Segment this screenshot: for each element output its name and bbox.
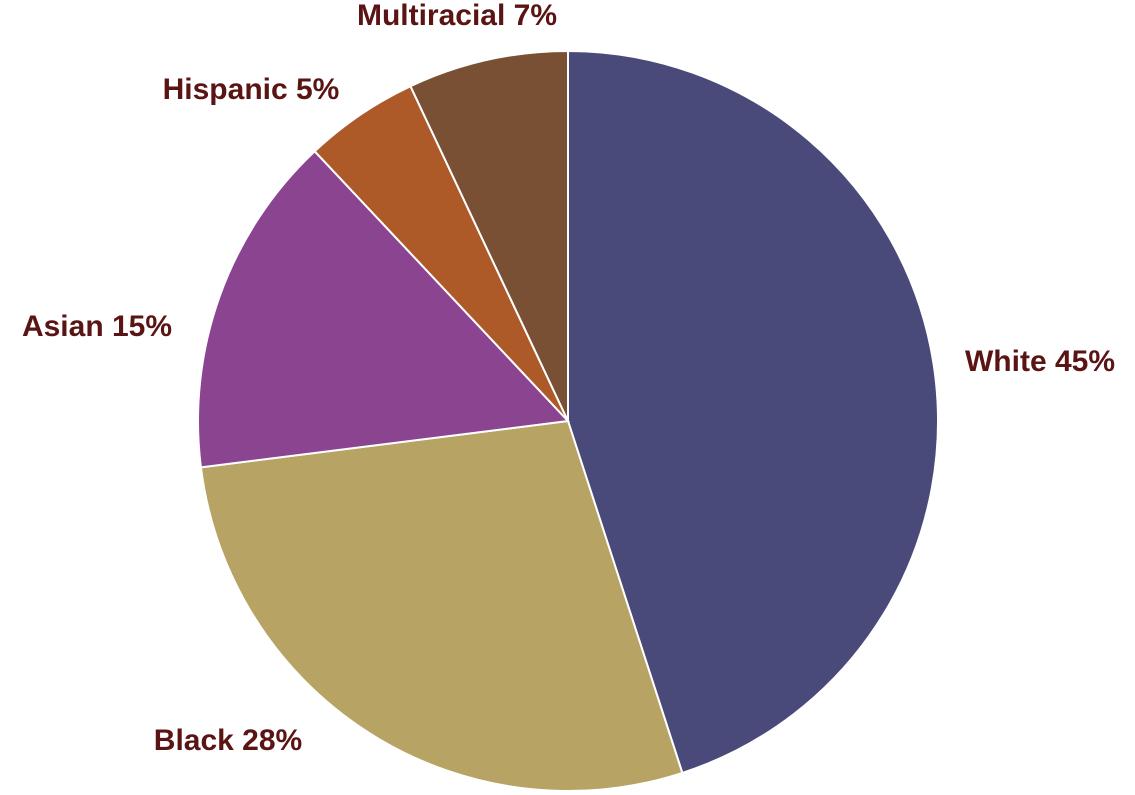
data-label-multiracial: Multiracial 7% — [357, 0, 557, 32]
pie-slice-white — [567, 49, 939, 775]
pie-slice-black — [199, 419, 684, 792]
pie-labels: White 45% Black 28% Asian 15% Hispanic 5% Mu… — [22, 0, 1115, 757]
data-label-hispanic: Hispanic 5% — [163, 73, 340, 106]
data-label-white: White 45% — [965, 345, 1115, 378]
data-label-black: Black 28% — [154, 724, 302, 757]
pie-slices — [197, 49, 939, 792]
data-label-asian: Asian 15% — [22, 310, 172, 343]
pie-slice-asian — [197, 149, 571, 469]
pie-slice-multiracial — [409, 49, 569, 422]
